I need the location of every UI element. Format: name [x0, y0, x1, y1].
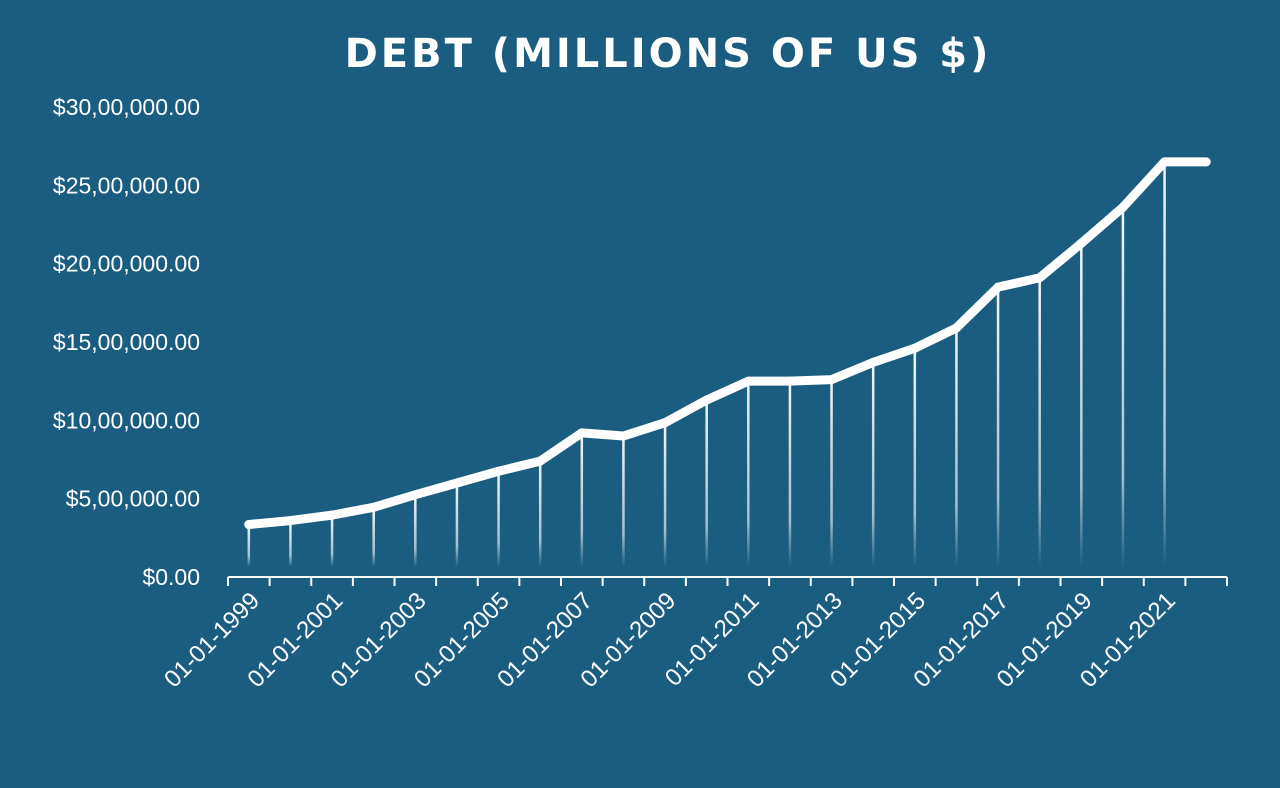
drop-line	[1080, 243, 1083, 568]
y-tick-label: $0.00	[142, 564, 200, 590]
drop-line	[1163, 161, 1166, 568]
series-group	[244, 157, 1211, 530]
drop-line	[871, 362, 875, 567]
data-point	[910, 343, 920, 353]
data-point	[327, 510, 337, 520]
drop-line	[1038, 277, 1041, 567]
drop-line	[955, 327, 958, 567]
data-point	[993, 282, 1003, 292]
series-line	[244, 157, 1211, 530]
y-tick-label: $10,00,000.00	[53, 407, 200, 433]
data-point	[1076, 238, 1086, 248]
data-point	[1160, 157, 1170, 167]
y-tick-label: $20,00,000.00	[53, 251, 200, 277]
drop-line	[497, 471, 500, 567]
drop-line	[913, 348, 917, 567]
data-point	[743, 376, 753, 386]
data-point	[1118, 202, 1128, 212]
data-point	[494, 466, 504, 476]
y-tick-label: $15,00,000.00	[53, 329, 200, 355]
drop-line	[788, 381, 792, 567]
drop-line	[830, 379, 833, 567]
data-point	[369, 502, 379, 512]
y-tick-label: $5,00,000.00	[66, 486, 200, 512]
data-point	[285, 516, 295, 526]
data-point	[868, 357, 878, 367]
data-point	[660, 418, 670, 428]
data-point	[452, 478, 462, 488]
drop-line	[455, 483, 459, 567]
drop-line	[414, 494, 417, 567]
data-point	[702, 395, 712, 405]
drop-line	[622, 436, 625, 567]
data-point	[951, 323, 961, 333]
data-point	[1035, 273, 1045, 283]
drop-line	[580, 432, 584, 567]
drop-line	[289, 520, 292, 567]
drop-line	[247, 524, 251, 567]
y-axis: $0.00 $5,00,000.00 $10,00,000.00 $15,00,000…	[53, 94, 200, 590]
chart-title: DEBT (MILLIONS OF US $)	[345, 31, 992, 77]
data-point	[618, 431, 628, 441]
drop-line	[663, 422, 667, 567]
drop-line	[538, 461, 542, 567]
y-tick-label: $25,00,000.00	[53, 172, 200, 198]
drop-line	[330, 515, 334, 567]
data-point	[244, 520, 254, 530]
data-point	[410, 490, 420, 500]
data-point	[785, 376, 795, 386]
drop-line	[372, 507, 375, 567]
drop-line	[996, 287, 1000, 567]
data-point	[577, 428, 587, 438]
drop-line	[1121, 207, 1125, 567]
data-point	[1201, 157, 1211, 167]
drop-line	[705, 399, 708, 567]
drop-lines	[247, 161, 1166, 568]
x-axis: 01-01-199901-01-200101-01-200301-01-2005…	[159, 576, 1228, 693]
drop-line	[747, 381, 750, 567]
data-point	[535, 456, 545, 466]
data-point	[827, 375, 837, 385]
y-tick-label: $30,00,000.00	[53, 94, 200, 120]
